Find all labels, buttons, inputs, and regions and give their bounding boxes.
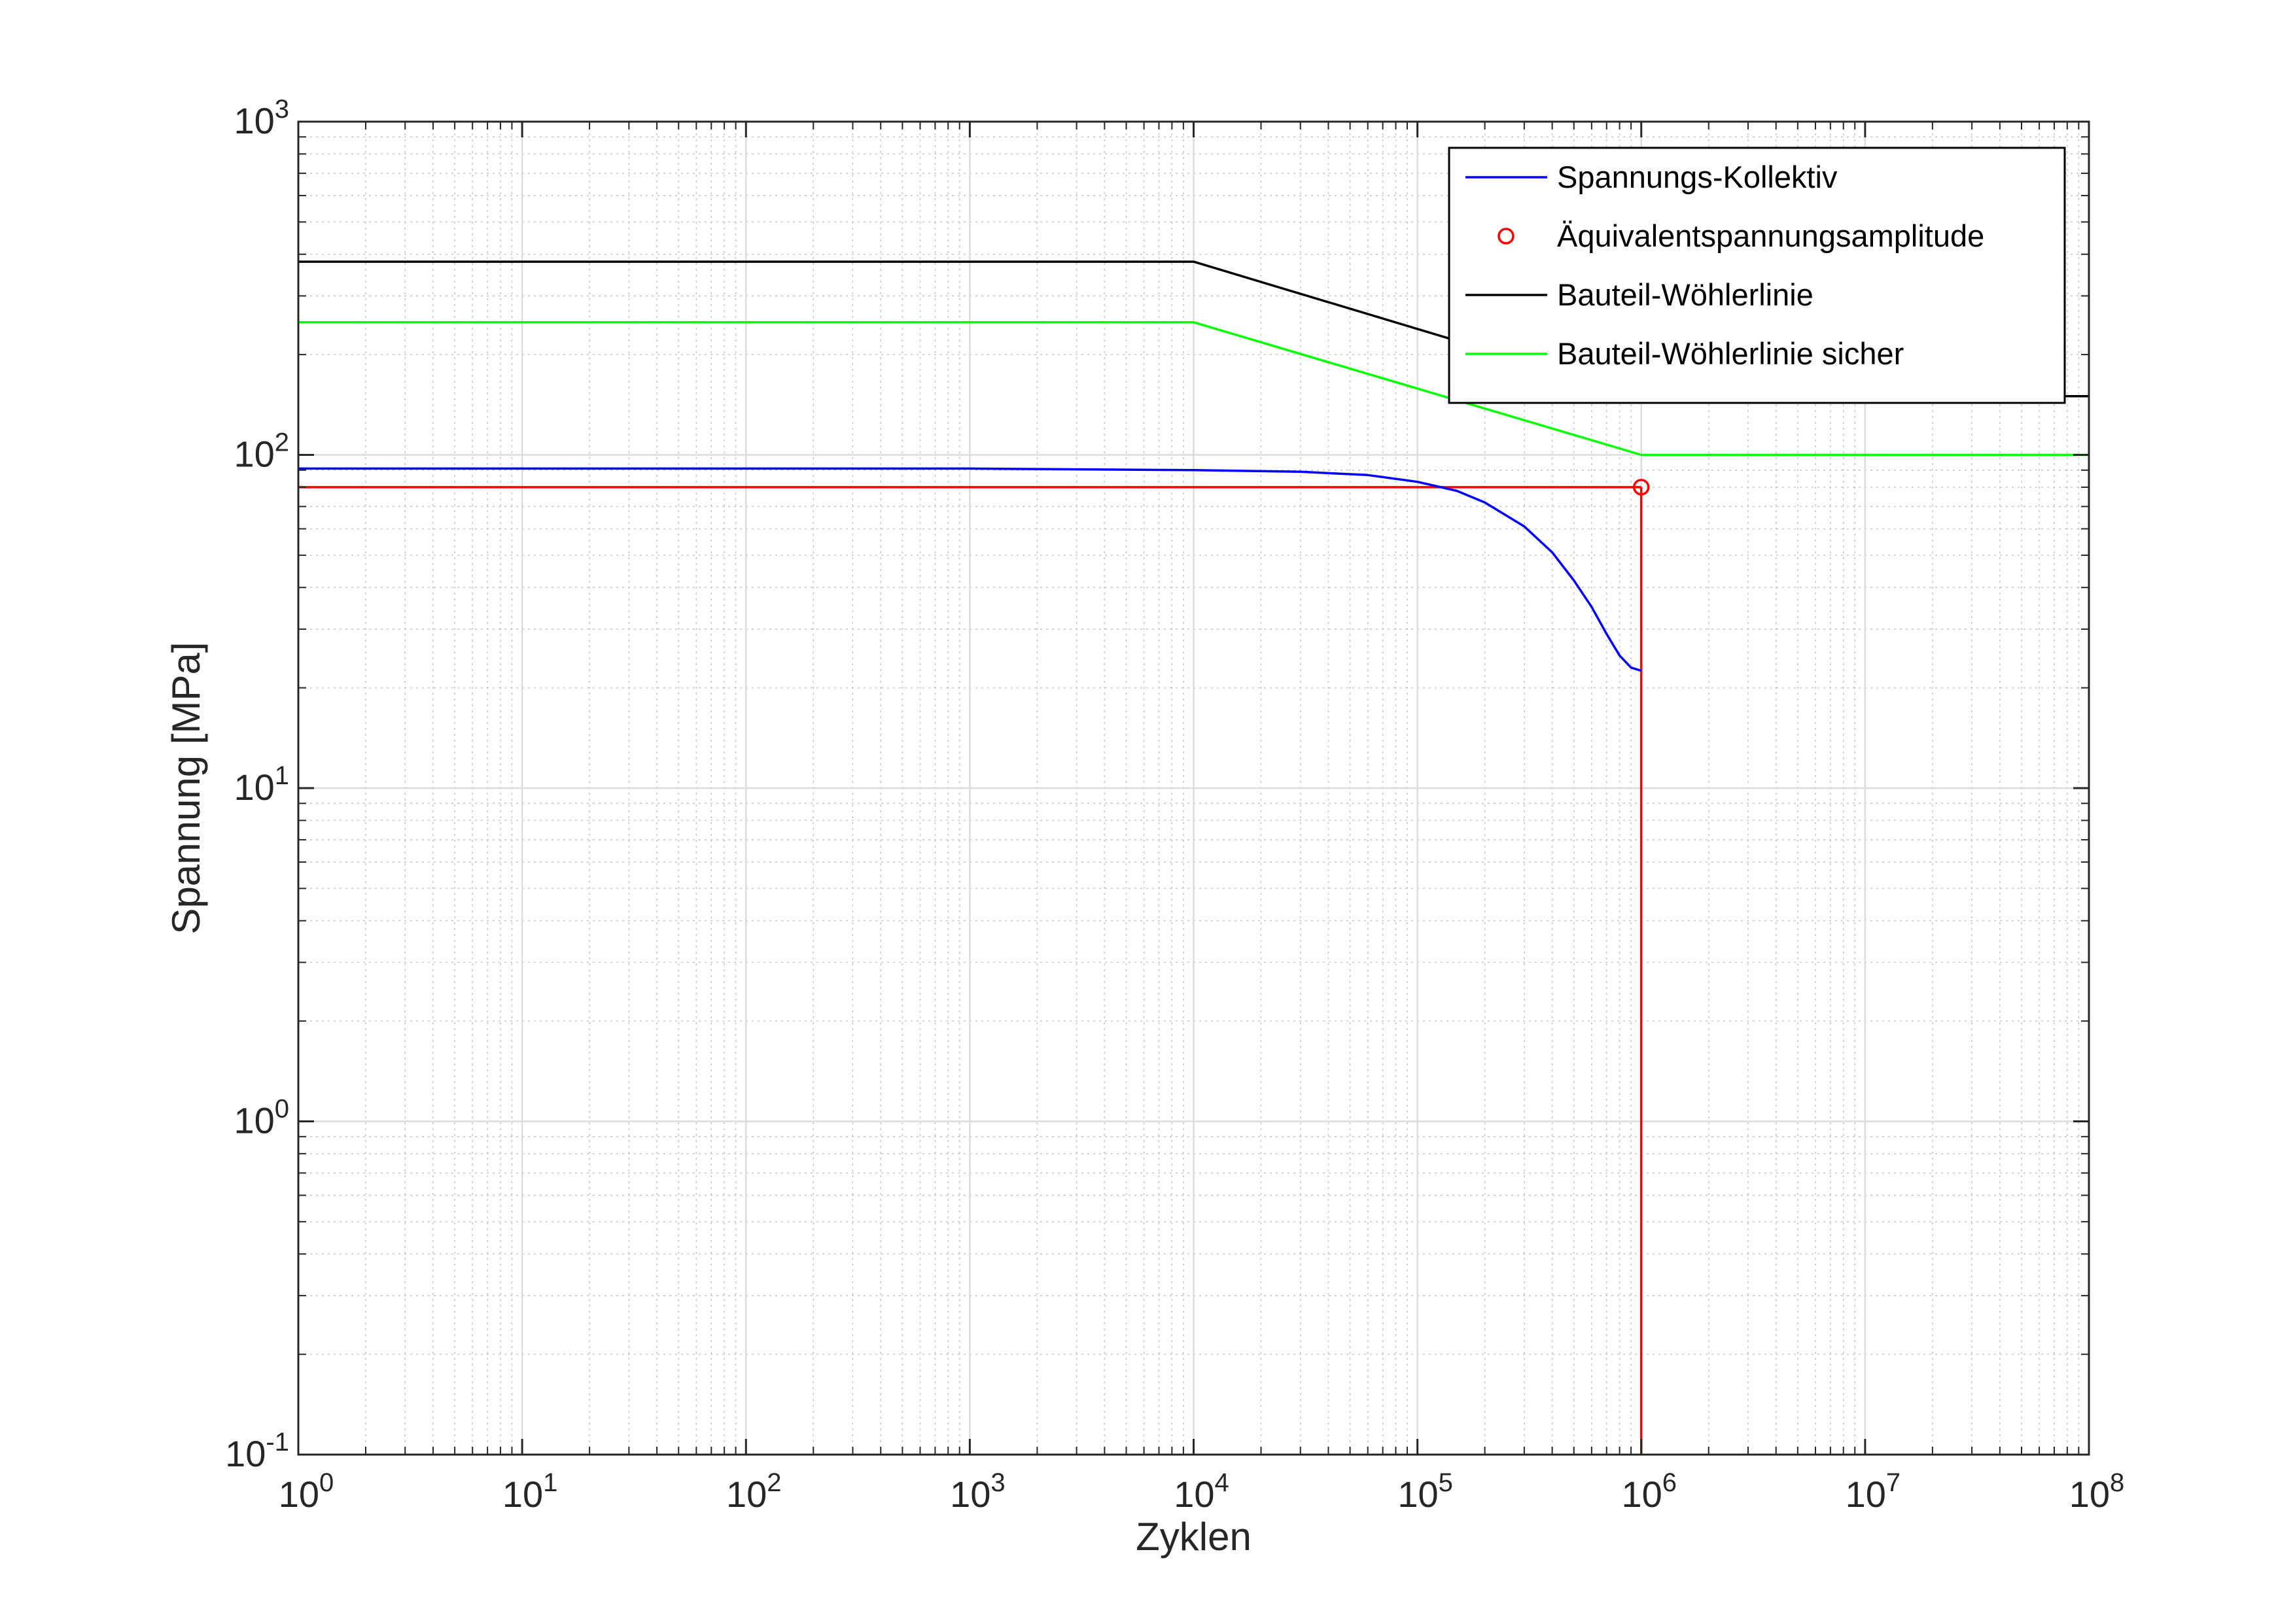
legend-box	[1448, 147, 2066, 404]
x-tick-label: 103	[950, 1468, 1006, 1515]
legend-label: Bauteil-Wöhlerlinie sicher	[1557, 336, 1904, 371]
x-tick-label: 100	[279, 1468, 334, 1515]
x-tick-label: 101	[502, 1468, 558, 1515]
y-tick-label: 10-1	[225, 1428, 289, 1474]
legend-marker-quivalentspannungsamplitude	[1498, 228, 1515, 245]
x-tick-label: 105	[1397, 1468, 1453, 1515]
y-axis-label: Spannung [MPa]	[164, 642, 208, 935]
legend-label: Bauteil-Wöhlerlinie	[1557, 277, 1813, 312]
series-line-bauteil-w-hlerlinie-sicher	[298, 320, 2089, 457]
x-tick-label: 104	[1174, 1468, 1229, 1515]
series-line-spannungs-kollektiv	[298, 467, 1642, 672]
x-tick-labels: 100 101 102 103 104 105 106 107 108	[279, 1468, 2125, 1515]
x-axis-label: Zyklen	[1136, 1515, 1252, 1559]
tick-marks	[297, 120, 2090, 1456]
y-tick-label: 101	[234, 761, 289, 808]
legend-label: Äquivalentspannungsamplitude	[1557, 218, 1984, 253]
legend-label: Spannungs-Kollektiv	[1557, 160, 1838, 194]
y-tick-label: 103	[234, 95, 289, 141]
x-tick-label: 102	[726, 1468, 782, 1515]
legend: Spannungs-Kollektiv Äquivalentspannungsam…	[1448, 147, 2066, 404]
y-tick-label: 100	[234, 1095, 289, 1141]
y-tick-labels: 10-1 100 101 102 103	[225, 95, 289, 1474]
y-tick-label: 102	[234, 428, 289, 475]
series-marker-quivalentspannungsamplitude	[1633, 479, 1650, 496]
x-tick-label: 108	[2069, 1468, 2125, 1515]
x-tick-label: 106	[1621, 1468, 1677, 1515]
x-tick-label: 107	[1846, 1468, 1901, 1515]
